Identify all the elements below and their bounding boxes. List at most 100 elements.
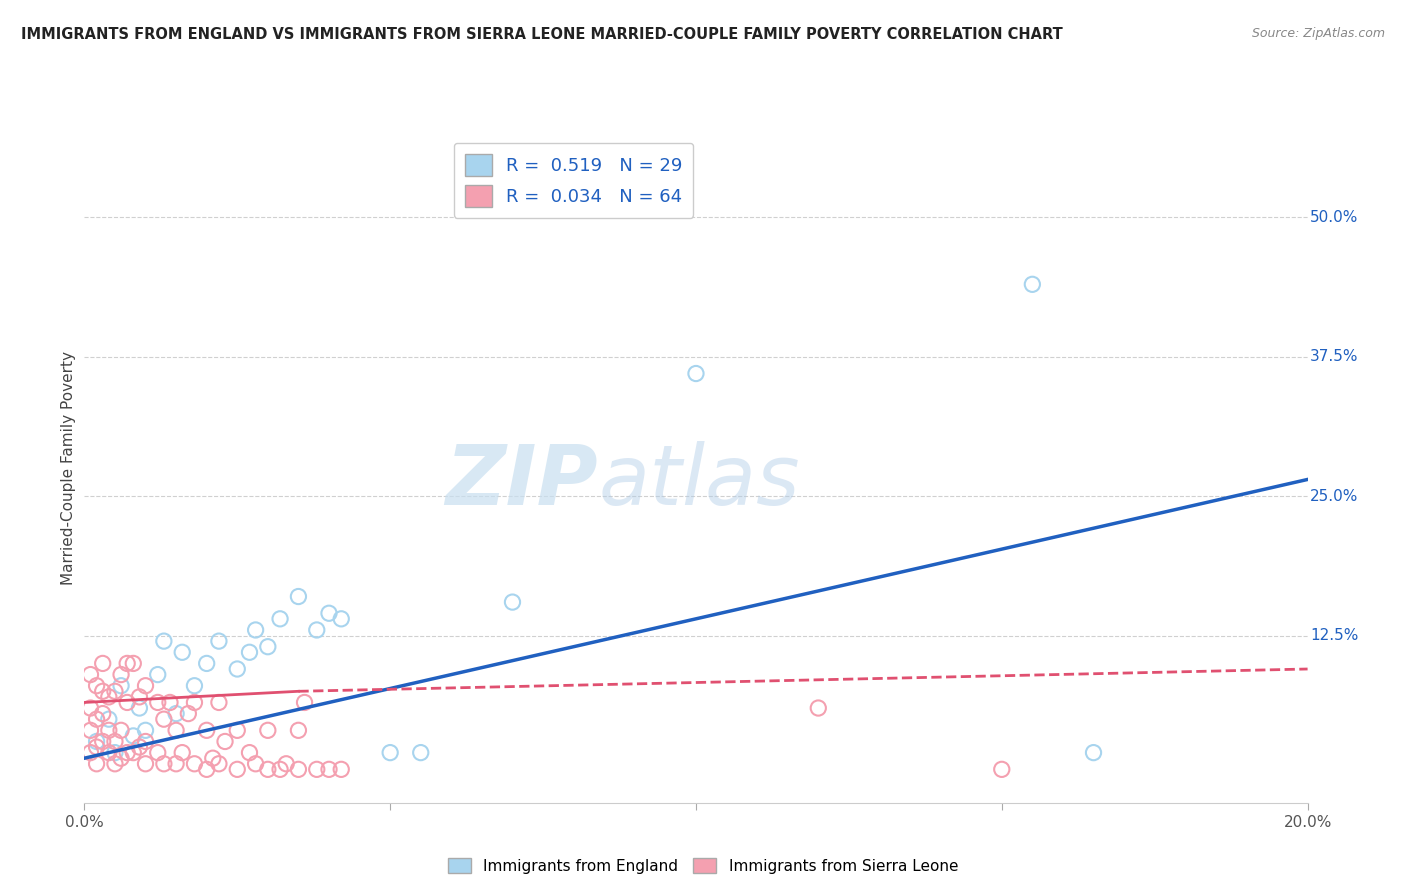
Point: [122, 746, 145, 760]
Point: [86, 712, 108, 726]
Point: [208, 696, 231, 710]
Point: [245, 756, 267, 771]
Legend: Immigrants from England, Immigrants from Sierra Leone: Immigrants from England, Immigrants from…: [441, 852, 965, 880]
Point: [502, 595, 524, 609]
Point: [195, 723, 218, 738]
Point: [287, 762, 309, 776]
Point: [104, 746, 127, 760]
Point: [128, 690, 150, 704]
Point: [115, 746, 138, 760]
Point: [1021, 277, 1043, 292]
Point: [380, 746, 402, 760]
Point: [165, 756, 187, 771]
Point: [91, 706, 114, 721]
Point: [91, 657, 114, 671]
Point: [409, 746, 432, 760]
Point: [104, 756, 127, 771]
Point: [807, 701, 830, 715]
Text: 25.0%: 25.0%: [1310, 489, 1358, 504]
Point: [146, 746, 169, 760]
Point: [159, 696, 181, 710]
Point: [110, 679, 132, 693]
Point: [79, 701, 101, 715]
Point: [269, 762, 291, 776]
Point: [226, 723, 249, 738]
Point: [287, 723, 309, 738]
Point: [146, 696, 169, 710]
Point: [172, 746, 194, 760]
Text: atlas: atlas: [598, 442, 800, 522]
Point: [104, 684, 127, 698]
Point: [135, 723, 157, 738]
Point: [305, 623, 328, 637]
Point: [97, 690, 120, 704]
Text: 37.5%: 37.5%: [1310, 350, 1358, 364]
Point: [238, 645, 260, 659]
Point: [86, 734, 108, 748]
Point: [122, 657, 145, 671]
Point: [122, 729, 145, 743]
Point: [195, 762, 218, 776]
Point: [183, 696, 205, 710]
Point: [165, 723, 187, 738]
Point: [153, 712, 176, 726]
Point: [257, 762, 280, 776]
Point: [208, 634, 231, 648]
Point: [1083, 746, 1105, 760]
Point: [97, 712, 120, 726]
Point: [226, 762, 249, 776]
Point: [79, 667, 101, 681]
Point: [128, 701, 150, 715]
Point: [165, 706, 187, 721]
Point: [318, 607, 340, 621]
Point: [97, 723, 120, 738]
Point: [318, 762, 340, 776]
Point: [991, 762, 1014, 776]
Point: [104, 734, 127, 748]
Point: [135, 734, 157, 748]
Point: [287, 590, 309, 604]
Point: [79, 746, 101, 760]
Point: [153, 756, 176, 771]
Point: [330, 762, 353, 776]
Point: [86, 740, 108, 755]
Point: [294, 696, 316, 710]
Point: [172, 645, 194, 659]
Point: [128, 740, 150, 755]
Point: [135, 756, 157, 771]
Point: [86, 756, 108, 771]
Point: [86, 679, 108, 693]
Legend: R =  0.519   N = 29, R =  0.034   N = 64: R = 0.519 N = 29, R = 0.034 N = 64: [454, 143, 693, 218]
Point: [226, 662, 249, 676]
Point: [330, 612, 353, 626]
Point: [276, 756, 298, 771]
Point: [97, 746, 120, 760]
Point: [177, 706, 200, 721]
Text: 12.5%: 12.5%: [1310, 628, 1358, 643]
Point: [201, 751, 224, 765]
Point: [269, 612, 291, 626]
Text: Source: ZipAtlas.com: Source: ZipAtlas.com: [1251, 27, 1385, 40]
Point: [245, 623, 267, 637]
Text: 50.0%: 50.0%: [1310, 210, 1358, 225]
Point: [115, 657, 138, 671]
Point: [257, 640, 280, 654]
Point: [214, 734, 236, 748]
Point: [685, 367, 707, 381]
Point: [153, 634, 176, 648]
Point: [183, 756, 205, 771]
Point: [110, 667, 132, 681]
Point: [146, 667, 169, 681]
Point: [305, 762, 328, 776]
Point: [238, 746, 260, 760]
Point: [91, 684, 114, 698]
Point: [79, 723, 101, 738]
Point: [91, 734, 114, 748]
Point: [183, 679, 205, 693]
Point: [110, 751, 132, 765]
Point: [195, 657, 218, 671]
Point: [135, 679, 157, 693]
Text: IMMIGRANTS FROM ENGLAND VS IMMIGRANTS FROM SIERRA LEONE MARRIED-COUPLE FAMILY PO: IMMIGRANTS FROM ENGLAND VS IMMIGRANTS FR…: [21, 27, 1063, 42]
Point: [208, 756, 231, 771]
Text: ZIP: ZIP: [446, 442, 598, 522]
